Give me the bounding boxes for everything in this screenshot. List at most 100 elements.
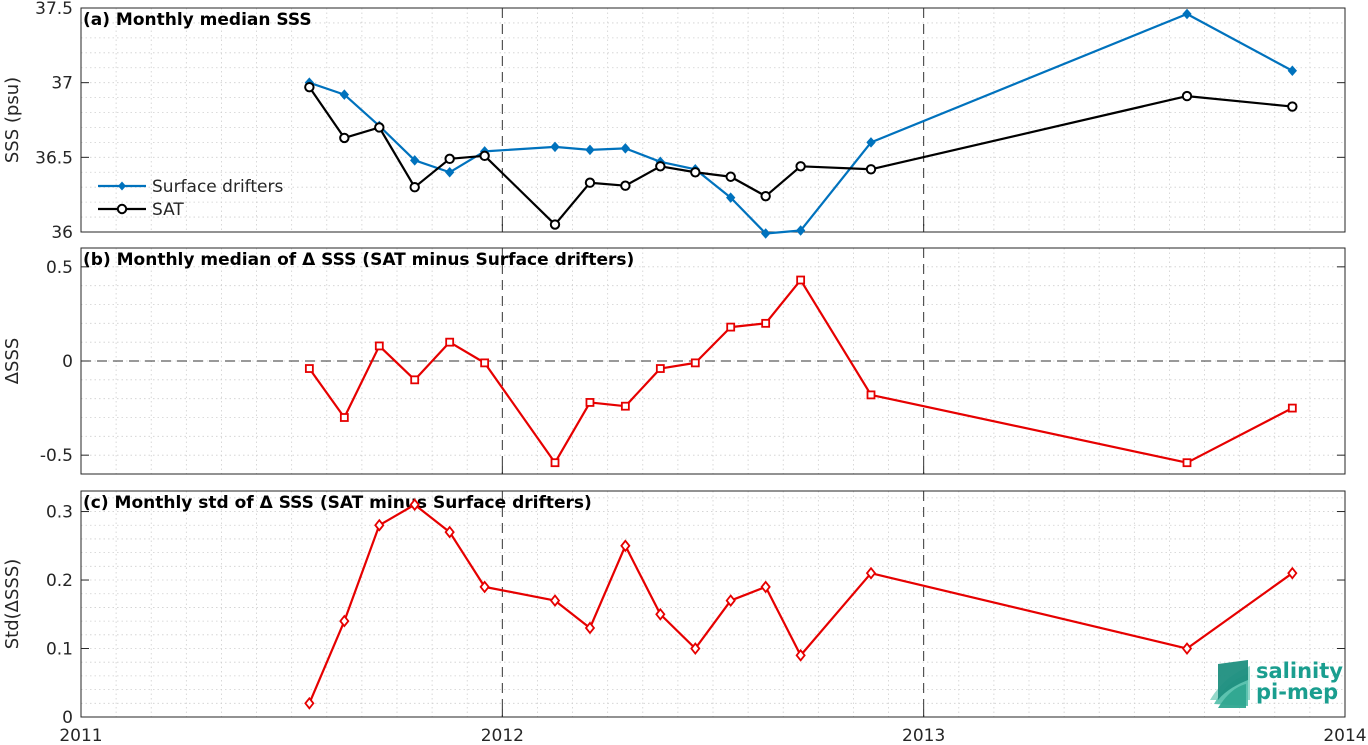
- data-point-sat-a: [374, 122, 385, 133]
- panel-title-b: (b) Monthly median of Δ SSS (SAT minus S…: [83, 250, 634, 270]
- data-point-surface-drifters-a: [339, 89, 350, 100]
- panel-title-a: (a) Monthly median SSS: [83, 10, 312, 30]
- data-point-delta-sss-c: [584, 621, 596, 635]
- panel-a-monthly-median-sss: 36 36.5 37 37.5 SSS (psu) (a) Monthly median …: [2, 0, 1346, 243]
- data-point-delta-sss-b: [550, 458, 560, 468]
- x-tick-label: 2013: [902, 726, 945, 745]
- y-tick-label-c: 0.3: [46, 503, 73, 523]
- data-point-delta-sss-c: [304, 696, 315, 710]
- data-point-surface-drifters-a: [726, 192, 736, 203]
- panel-c-std-delta-sss: 0 0.1 0.2 0.3 Std(ΔSSS) (c) Monthly std of Δ …: [2, 490, 1346, 728]
- data-point-surface-drifters-a: [760, 228, 771, 239]
- logo-line-2: pi-mep: [1256, 680, 1338, 704]
- data-point-surface-drifters-a: [1182, 8, 1192, 20]
- y-tick-label-a: 36.5: [35, 148, 73, 168]
- data-point-delta-sss-c: [690, 642, 701, 655]
- data-point-sat-a: [690, 167, 701, 178]
- data-point-delta-sss-b: [1287, 403, 1297, 413]
- grid-lines-a: [81, 7, 1345, 233]
- data-point-delta-sss-b: [655, 364, 665, 373]
- data-point-delta-sss-b: [690, 358, 700, 368]
- y-tick-label-b: -0.5: [40, 446, 73, 466]
- series-line-delta-sss-c: [308, 503, 1293, 704]
- data-point-sat-a: [865, 164, 877, 175]
- logo-wave-shape: [1218, 660, 1248, 700]
- grid-lines-c: [81, 491, 1345, 718]
- data-point-delta-sss-c: [725, 594, 736, 608]
- data-point-sat-a: [479, 150, 490, 162]
- y-tick-label-c: 0: [62, 708, 73, 728]
- legend: Surface drifters SAT: [98, 177, 283, 220]
- data-point-delta-sss-b: [866, 390, 876, 400]
- series-line-delta-sss-b: [308, 278, 1293, 464]
- data-point-sat-a: [620, 180, 631, 191]
- logo-line-1: salinity: [1256, 659, 1343, 683]
- data-point-delta-sss-b: [374, 341, 384, 351]
- y-tick-label-a: 36: [51, 223, 73, 243]
- data-point-delta-sss-c: [549, 594, 561, 608]
- data-point-sat-a: [760, 190, 771, 202]
- data-point-sat-a: [1181, 90, 1193, 102]
- data-point-surface-drifters-a: [620, 143, 631, 154]
- data-point-sat-a: [409, 182, 420, 193]
- data-point-surface-drifters-a: [410, 155, 420, 166]
- data-point-delta-sss-c: [1181, 642, 1193, 655]
- data-point-surface-drifters-a: [444, 167, 455, 178]
- data-point-sat-a: [725, 171, 736, 182]
- data-point-delta-sss-b: [585, 398, 595, 407]
- data-point-delta-sss-b: [304, 364, 314, 373]
- data-point-delta-sss-c: [374, 518, 385, 532]
- data-point-surface-drifters-a: [795, 225, 806, 236]
- data-point-sat-a: [795, 161, 806, 172]
- data-point-delta-sss-b: [480, 358, 490, 368]
- data-point-sat-a: [304, 81, 315, 93]
- data-point-surface-drifters-a: [585, 144, 595, 156]
- legend-label: Surface drifters: [152, 177, 283, 197]
- data-point-surface-drifters-a: [1287, 65, 1297, 76]
- logo-wave-shape: [1218, 684, 1246, 708]
- data-point-surface-drifters-a: [550, 141, 560, 153]
- series-line-surface-drifters-a: [309, 12, 1293, 235]
- data-point-sat-a: [1287, 101, 1298, 112]
- y-tick-label-c: 0.2: [46, 571, 73, 591]
- x-axis-tick-labels: 2011 2012 2013 2014: [59, 726, 1366, 745]
- y-axis-label-a: SSS (psu): [2, 77, 23, 163]
- x-tick-label: 2014: [1323, 726, 1366, 745]
- data-point-delta-sss-c: [655, 607, 666, 621]
- data-point-delta-sss-b: [339, 413, 349, 422]
- series-line-sat-a: [308, 86, 1293, 226]
- x-tick-label: 2011: [59, 726, 102, 745]
- data-point-sat-a: [444, 153, 455, 165]
- data-point-delta-sss-b: [620, 401, 630, 411]
- data-point-delta-sss-c: [865, 566, 877, 580]
- y-tick-label-b: 0: [62, 352, 73, 372]
- data-point-delta-sss-b: [445, 337, 455, 347]
- y-axis-label-b: ΔSSS: [2, 338, 23, 385]
- data-point-delta-sss-c: [339, 614, 350, 628]
- data-point-delta-sss-c: [444, 525, 455, 539]
- axes-box-c: [80, 490, 1346, 718]
- y-tick-label-a: 37: [51, 74, 73, 94]
- data-point-delta-sss-c: [1287, 566, 1298, 580]
- y-axis-label-c: Std(ΔSSS): [2, 559, 23, 650]
- y-tick-label-b: 0.5: [46, 258, 73, 278]
- data-point-delta-sss-c: [479, 580, 490, 594]
- data-point-delta-sss-c: [760, 580, 771, 594]
- data-point-delta-sss-b: [1182, 458, 1192, 468]
- legend-marker: [116, 203, 128, 215]
- data-point-sat-a: [549, 219, 561, 230]
- y-tick-label-c: 0.1: [46, 640, 73, 660]
- data-point-sat-a: [655, 161, 666, 172]
- data-point-delta-sss-b: [796, 275, 806, 285]
- axes-box-a: [80, 7, 1346, 233]
- data-point-delta-sss-c: [620, 539, 631, 553]
- panel-b-median-delta-sss: -0.5 0 0.5 ΔSSS (b) Monthly median of Δ SSS …: [2, 247, 1346, 475]
- data-point-delta-sss-b: [410, 375, 420, 385]
- data-point-delta-sss-b: [726, 322, 736, 332]
- y-tick-label-a: 37.5: [35, 0, 73, 19]
- data-point-sat-a: [584, 177, 596, 188]
- data-point-surface-drifters-a: [866, 137, 876, 148]
- x-tick-label: 2012: [481, 726, 524, 745]
